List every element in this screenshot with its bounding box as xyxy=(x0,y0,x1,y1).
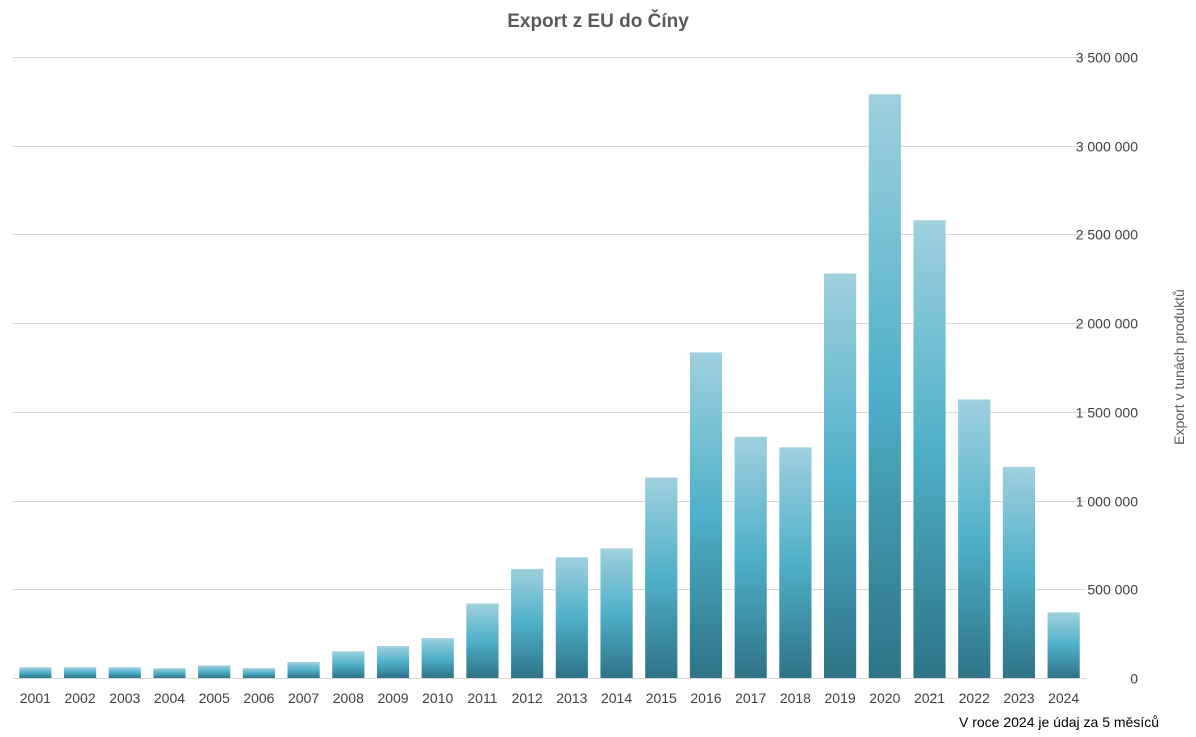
y-tick-label: 0 xyxy=(1130,671,1138,687)
x-tick-label: 2011 xyxy=(467,690,497,706)
bars xyxy=(19,94,1080,679)
bar-2014 xyxy=(600,548,633,678)
x-tick-label: 2022 xyxy=(959,690,990,706)
bar-2019 xyxy=(824,273,857,678)
bar-2007 xyxy=(287,662,320,678)
x-tick-label: 2015 xyxy=(646,690,677,706)
bar-2004 xyxy=(153,668,186,678)
x-tick-label: 2004 xyxy=(154,690,185,706)
bar-2016 xyxy=(689,352,723,678)
x-axis-tick-labels: 2001 2002 2003 2004 2005 2006 2007 2008 2009 2010… xyxy=(20,690,1080,706)
x-tick-label: 2003 xyxy=(109,690,140,706)
x-tick-label: 2017 xyxy=(735,690,766,706)
bar-2023 xyxy=(1002,466,1036,678)
bar-2002 xyxy=(63,667,97,678)
x-tick-label: 2002 xyxy=(64,690,95,706)
x-tick-label: 2005 xyxy=(199,690,230,706)
bar-2008 xyxy=(332,651,365,678)
x-tick-label: 2009 xyxy=(377,690,408,706)
footnote: V roce 2024 je údaj za 5 měsíců xyxy=(959,714,1159,730)
y-tick-label: 2 500 000 xyxy=(1076,227,1138,243)
bar-2013 xyxy=(555,557,588,678)
bar-2001 xyxy=(19,667,52,678)
bar-2015 xyxy=(645,477,678,678)
x-tick-label: 2010 xyxy=(422,690,453,706)
gridlines xyxy=(13,57,1086,679)
chart-title: Export z EU do Číny xyxy=(507,10,689,32)
y-axis-tick-labels: 0 500 000 1 000 000 1 500 000 2 000 000 2 500… xyxy=(1076,50,1139,687)
x-tick-label: 2012 xyxy=(512,690,543,706)
x-tick-label: 2023 xyxy=(1003,690,1034,706)
bar-2018 xyxy=(779,447,812,678)
y-tick-label: 1 500 000 xyxy=(1076,405,1138,421)
y-tick-label: 3 000 000 xyxy=(1076,139,1138,155)
x-tick-label: 2024 xyxy=(1048,690,1079,706)
bar-2003 xyxy=(108,667,141,678)
bar-2024 xyxy=(1047,612,1080,678)
x-tick-label: 2006 xyxy=(243,690,274,706)
x-tick-label: 2018 xyxy=(780,690,811,706)
y-tick-label: 500 000 xyxy=(1087,582,1138,598)
bar-2011 xyxy=(466,603,499,678)
x-tick-label: 2019 xyxy=(825,690,856,706)
y-tick-label: 3 500 000 xyxy=(1076,50,1138,66)
x-tick-label: 2013 xyxy=(556,690,587,706)
bar-2017 xyxy=(734,436,767,678)
bar-2022 xyxy=(958,399,991,678)
x-tick-label: 2020 xyxy=(869,690,900,706)
bar-2006 xyxy=(242,668,275,678)
y-axis-label: Export v tunách produktů xyxy=(1171,289,1187,445)
bar-2009 xyxy=(376,646,410,678)
y-tick-label: 1 000 000 xyxy=(1076,494,1138,510)
x-tick-label: 2001 xyxy=(20,690,51,706)
bar-2005 xyxy=(198,665,231,678)
x-tick-label: 2021 xyxy=(914,690,945,706)
bar-2021 xyxy=(913,220,946,679)
x-tick-label: 2008 xyxy=(333,690,364,706)
x-tick-label: 2014 xyxy=(601,690,632,706)
x-tick-label: 2007 xyxy=(288,690,319,706)
bar-2012 xyxy=(511,568,544,678)
x-tick-label: 2016 xyxy=(690,690,721,706)
bar-2020 xyxy=(868,94,901,678)
y-tick-label: 2 000 000 xyxy=(1076,316,1138,332)
bar-2010 xyxy=(421,638,454,678)
